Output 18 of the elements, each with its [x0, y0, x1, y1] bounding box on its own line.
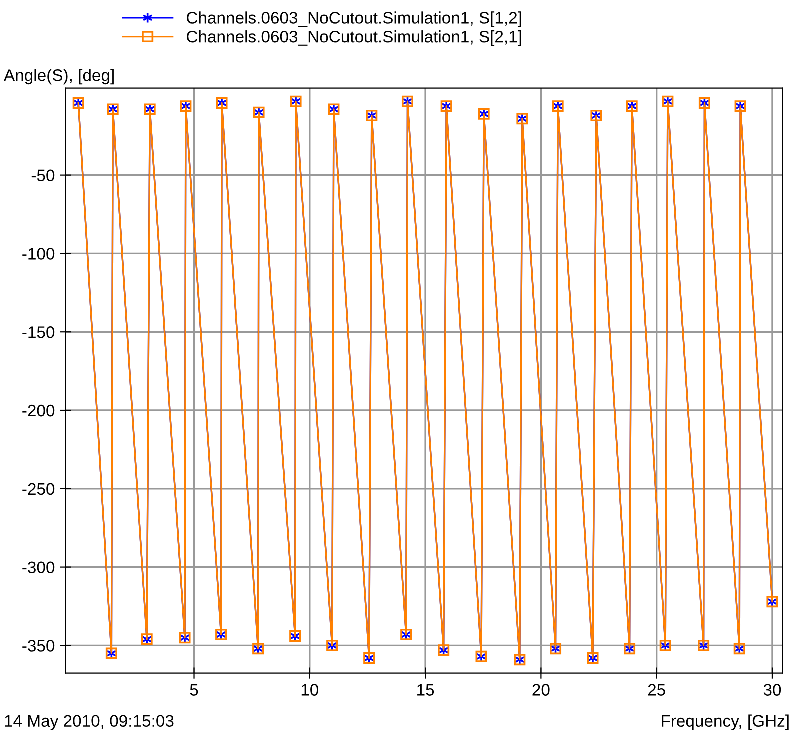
y-tick-label: -350: [22, 640, 55, 652]
y-tick-label: -50: [32, 170, 55, 182]
legend-label: Channels.0603_NoCutout.Simulation1, S[1,2]: [187, 12, 522, 28]
x-tick-label: 15: [418, 684, 434, 696]
y-tick-label: -150: [22, 326, 55, 338]
y-tick-label: -250: [22, 483, 55, 496]
y-tick-label: -200: [22, 404, 55, 417]
x-axis-title: Frequency, [GHz]: [662, 714, 789, 730]
x-tick-label: 20: [532, 684, 550, 696]
x-tick-label: 25: [648, 684, 666, 696]
x-tick-label: 5: [190, 684, 198, 696]
text: 14 May 2010, 09:15:03: [5, 715, 174, 730]
x-tick-label: 10: [302, 684, 319, 696]
y-axis-title: Angle(S), [deg]: [4, 69, 114, 85]
legend-label: Channels.0603_NoCutout.Simulation1, S[2,1]: [187, 30, 522, 46]
y-tick-label: -300: [22, 562, 55, 574]
x-tick-label: 30: [764, 684, 782, 696]
y-tick-label: -100: [22, 248, 55, 260]
